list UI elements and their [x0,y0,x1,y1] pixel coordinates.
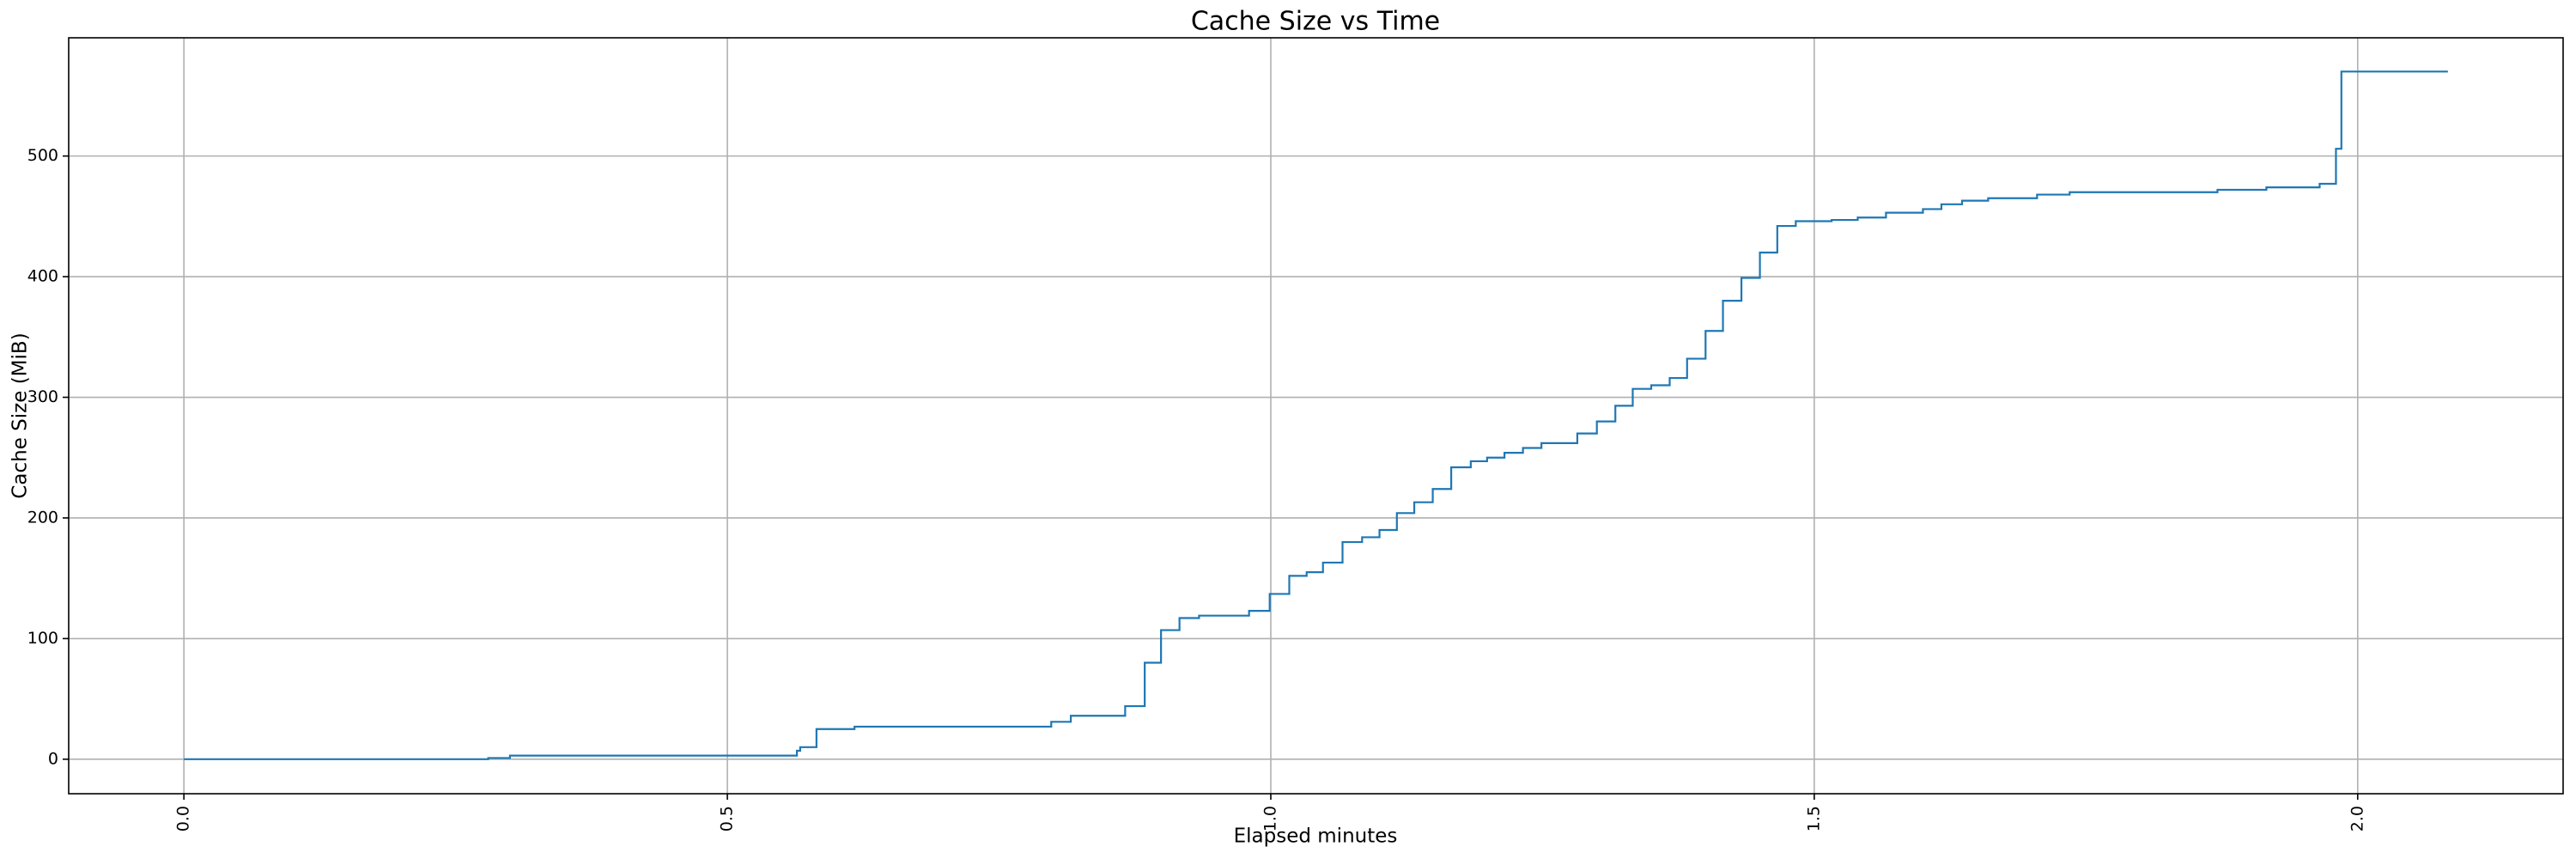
x-tick-label: 0.0 [174,806,193,832]
y-tick-label: 200 [27,508,58,527]
data-line [184,70,2448,760]
x-tick-label: 0.5 [718,806,737,832]
x-tick-label: 1.0 [1261,806,1279,832]
y-tick-label: 0 [48,749,58,768]
x-tick-label: 1.5 [1804,806,1823,832]
y-tick-label: 100 [27,629,58,648]
y-tick-label: 400 [27,267,58,286]
x-axis-label: Elapsed minutes [1234,825,1398,848]
y-axis-label: Cache Size (MiB) [9,332,32,498]
y-tick-label: 500 [27,146,58,165]
x-tick-label: 2.0 [2348,806,2366,832]
y-tick-label: 300 [27,387,58,406]
plot-frame [68,37,2564,795]
chart-title: Cache Size vs Time [1191,7,1440,37]
